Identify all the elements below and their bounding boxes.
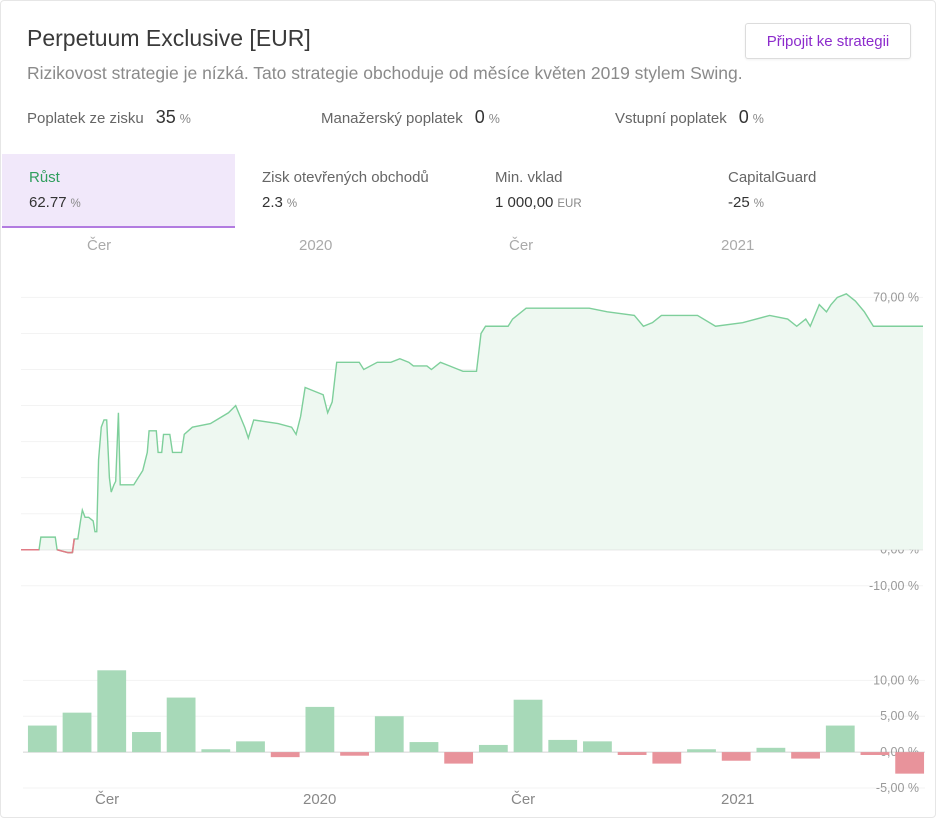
y-tick-label: 70,00 % bbox=[873, 290, 919, 304]
monthly-bar bbox=[166, 697, 196, 753]
tab-label: Zisk otevřených obchodů bbox=[262, 169, 429, 186]
monthly-bar bbox=[340, 752, 369, 756]
fee-management: Manažerský poplatek 0 % bbox=[321, 107, 500, 128]
bottom-axis-label: Čer bbox=[511, 791, 536, 808]
monthly-bar bbox=[652, 752, 682, 764]
strategy-title: Perpetuum Exclusive [EUR] bbox=[27, 25, 311, 51]
monthly-bar bbox=[895, 752, 925, 774]
tab-label: Min. vklad bbox=[495, 169, 563, 186]
fee-value: 0 bbox=[738, 107, 749, 127]
y-tick-label: 10,00 % bbox=[873, 673, 919, 687]
monthly-bar bbox=[305, 706, 335, 753]
tab-value: -25% bbox=[728, 194, 764, 211]
fee-value: 35 bbox=[155, 107, 176, 127]
monthly-bar bbox=[513, 699, 543, 753]
y-tick-label: -5,00 % bbox=[876, 781, 919, 795]
tab-open-trades-profit[interactable]: Zisk otevřených obchodů 2.3% bbox=[235, 154, 468, 226]
monthly-bar bbox=[444, 752, 474, 764]
monthly-bar bbox=[617, 752, 647, 755]
fee-unit: % bbox=[179, 112, 191, 126]
bottom-axis-label: 2020 bbox=[303, 791, 337, 808]
tab-min-deposit[interactable]: Min. vklad 1 000,00 EUR bbox=[468, 154, 701, 226]
fee-unit: % bbox=[752, 112, 764, 126]
fee-profit: Poplatek ze zisku 35 % bbox=[27, 107, 191, 128]
top-axis-label: 2020 bbox=[299, 237, 333, 254]
monthly-bar bbox=[97, 670, 127, 753]
strategy-description: Rizikovost strategie je nízká. Tato stra… bbox=[27, 63, 743, 83]
bottom-axis-label: Čer bbox=[95, 791, 120, 808]
tab-capitalguard[interactable]: CapitalGuard -25% bbox=[701, 154, 934, 226]
y-tick-label: 5,00 % bbox=[880, 709, 919, 723]
growth-line-negative bbox=[56, 548, 69, 554]
monthly-bar bbox=[756, 747, 786, 753]
monthly-bar bbox=[478, 744, 508, 753]
top-axis-label: Čer bbox=[509, 237, 534, 254]
monthly-bar bbox=[270, 752, 300, 758]
growth-line bbox=[21, 293, 923, 554]
fee-value: 0 bbox=[474, 107, 485, 127]
monthly-bar bbox=[201, 749, 231, 753]
monthly-bar bbox=[583, 741, 612, 753]
monthly-returns-chart: 10,00 %5,00 %0,00 %-5,00 % bbox=[23, 670, 925, 795]
top-axis-label: 2021 bbox=[721, 237, 755, 254]
monthly-bar bbox=[236, 741, 265, 753]
monthly-bar bbox=[132, 732, 161, 753]
tab-value: 2.3% bbox=[262, 194, 298, 211]
monthly-bar bbox=[791, 752, 820, 759]
join-strategy-button[interactable]: Připojit ke strategii bbox=[745, 23, 911, 59]
monthly-bar bbox=[721, 752, 751, 761]
tab-label: CapitalGuard bbox=[728, 169, 817, 186]
monthly-bar bbox=[687, 749, 716, 753]
monthly-bar bbox=[825, 725, 855, 753]
monthly-bar bbox=[374, 716, 404, 753]
bottom-axis-label: 2021 bbox=[721, 791, 755, 808]
fee-label: Manažerský poplatek bbox=[321, 110, 463, 127]
tab-value: 62.77% bbox=[29, 194, 81, 211]
fee-label: Poplatek ze zisku bbox=[27, 110, 144, 127]
monthly-bar bbox=[27, 725, 57, 753]
y-tick-label: -10,00 % bbox=[869, 579, 919, 593]
fee-unit: % bbox=[488, 112, 500, 126]
top-axis-label: Čer bbox=[87, 237, 112, 254]
fee-label: Vstupní poplatek bbox=[615, 110, 727, 127]
growth-chart: 70,00 %60,00 %50,00 %40,00 %30,00 %20,00… bbox=[21, 290, 923, 593]
monthly-bar bbox=[860, 752, 890, 755]
tab-growth[interactable]: Růst 62.77% bbox=[2, 154, 235, 228]
growth-line-negative bbox=[71, 538, 76, 553]
tab-value: 1 000,00 EUR bbox=[495, 194, 582, 211]
monthly-bar bbox=[409, 742, 439, 753]
growth-area bbox=[21, 293, 923, 553]
fee-entry: Vstupní poplatek 0 % bbox=[615, 107, 764, 128]
tab-label: Růst bbox=[29, 169, 60, 186]
monthly-bar bbox=[548, 739, 578, 753]
monthly-bar bbox=[62, 712, 92, 753]
